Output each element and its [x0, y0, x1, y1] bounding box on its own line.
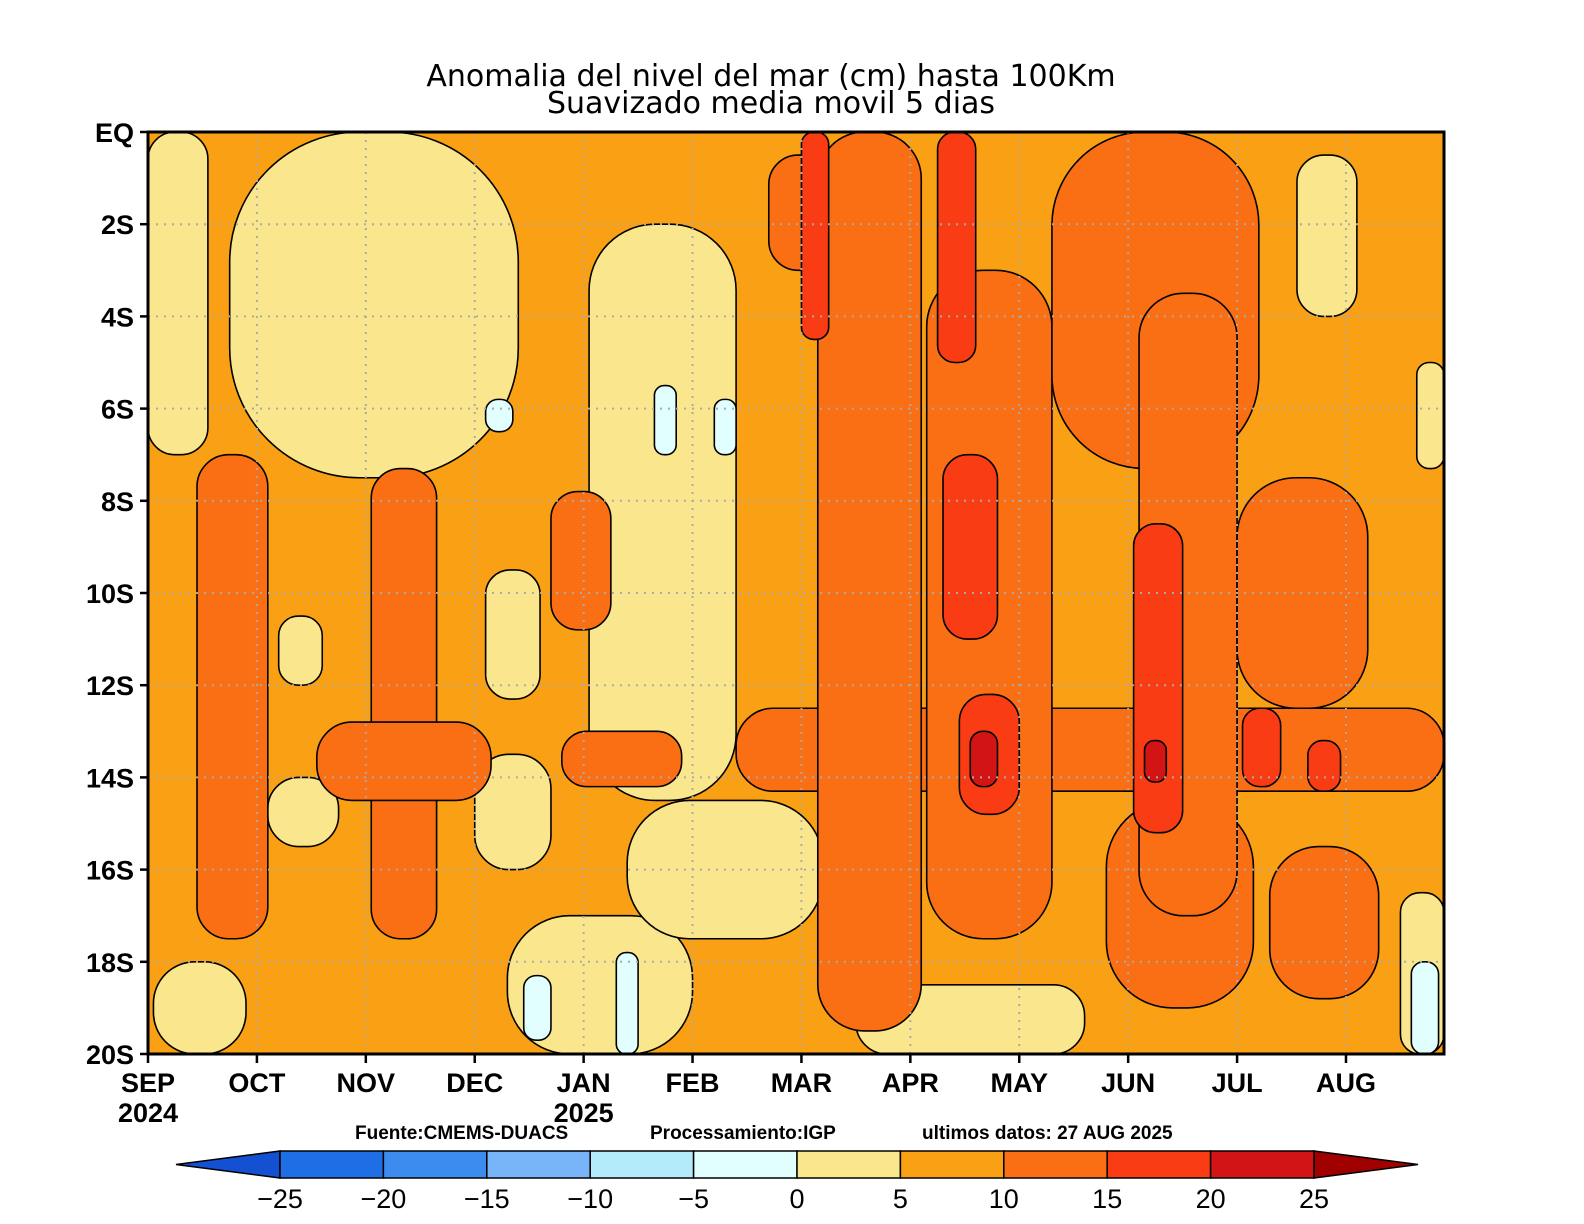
anomaly-region	[653, 384, 678, 456]
anomaly-region	[1307, 739, 1342, 793]
anomaly-region	[484, 398, 514, 433]
anomaly-region	[1415, 361, 1444, 470]
credit-source: Fuente:CMEMS-DUACS	[355, 1123, 568, 1144]
anomaly-region	[561, 730, 683, 788]
colorbar-label: −10	[567, 1184, 613, 1214]
anomaly-region	[228, 132, 520, 479]
x-tick-label: JUL	[1212, 1068, 1263, 1098]
y-tick-label: 4S	[101, 302, 134, 332]
anomaly-region	[816, 132, 923, 1032]
x-tick-label: AUG	[1316, 1068, 1376, 1098]
colorbar-under-arrow	[175, 1150, 281, 1179]
anomaly-region	[1296, 154, 1358, 318]
y-tick-label: 20S	[86, 1040, 134, 1070]
y-tick-label: 16S	[86, 856, 134, 886]
x-tick-label: OCT	[228, 1068, 286, 1098]
colorbar: −25 −20 −15 −10 −5 0 5 10 15 20 25	[175, 1150, 1419, 1214]
y-tick-label: 18S	[86, 948, 134, 978]
x-tick-label: MAR	[771, 1068, 833, 1098]
anomaly-region	[713, 398, 737, 456]
anomaly-region	[370, 467, 438, 940]
anomaly-region	[484, 569, 541, 700]
colorbar-segment	[382, 1150, 488, 1179]
x-tick-label: SEP	[121, 1068, 175, 1098]
y-tick-label: 2S	[101, 210, 134, 240]
plot-area	[146, 130, 1446, 1056]
colorbar-label: −5	[678, 1184, 709, 1214]
x-tick-label: JAN	[557, 1068, 611, 1098]
anomaly-region	[506, 914, 694, 1054]
colorbar-segment	[1003, 1150, 1108, 1179]
chart-subtitle: Suavizado media movil 5 dias	[547, 86, 995, 121]
anomaly-region	[473, 753, 552, 871]
colorbar-segment	[486, 1150, 591, 1179]
anomaly-region	[1268, 845, 1380, 1000]
anomaly-region	[550, 490, 612, 631]
anomaly-region	[969, 730, 999, 788]
x-tick-label: DEC	[446, 1068, 503, 1098]
x-year-label: 2025	[554, 1098, 614, 1128]
colorbar-label: 25	[1299, 1184, 1329, 1214]
colorbar-segment	[589, 1150, 695, 1179]
anomaly-region	[936, 132, 977, 364]
anomaly-region	[152, 961, 247, 1054]
credit-latest-data: ultimos datos: 27 AUG 2025	[922, 1123, 1173, 1144]
x-axis: SEP OCT NOV DEC JAN FEB MAR APR MAY JUN JUL AUG 2024…	[118, 1054, 1376, 1128]
colorbar-segment	[1106, 1150, 1212, 1179]
colorbar-over-arrow	[1313, 1150, 1419, 1179]
colorbar-segment	[899, 1150, 1005, 1179]
y-tick-label: 10S	[86, 579, 134, 609]
colorbar-segment	[796, 1150, 902, 1179]
y-axis: EQ 2S 4S 6S 8S 10S 12S 14S 16S 18S 20S	[86, 118, 148, 1070]
anomaly-region	[942, 453, 999, 640]
y-tick-label: 12S	[86, 671, 134, 701]
x-tick-label: APR	[882, 1068, 939, 1098]
colorbar-label: −15	[464, 1184, 510, 1214]
colorbar-label: 0	[789, 1184, 804, 1214]
anomaly-region	[1410, 961, 1440, 1054]
colorbar-label: 20	[1196, 1184, 1226, 1214]
y-tick-label: EQ	[95, 118, 134, 148]
colorbar-segment	[1209, 1150, 1315, 1179]
x-tick-label: NOV	[337, 1068, 396, 1098]
y-tick-label: 8S	[101, 487, 134, 517]
anomaly-region	[1241, 707, 1282, 788]
x-tick-label: MAY	[990, 1068, 1048, 1098]
colorbar-label: 15	[1092, 1184, 1122, 1214]
credit-processing: Processamiento:IGP	[650, 1123, 836, 1144]
colorbar-segment	[279, 1150, 385, 1179]
anomaly-region	[277, 615, 324, 686]
anomaly-region	[1132, 523, 1184, 834]
colorbar-label: −25	[257, 1184, 303, 1214]
y-tick-label: 6S	[101, 395, 134, 425]
anomaly-region	[316, 721, 492, 802]
anomaly-region	[522, 974, 552, 1041]
y-tick-label: 14S	[86, 763, 134, 793]
anomaly-region	[615, 951, 639, 1054]
x-year-label: 2024	[118, 1098, 178, 1128]
anomaly-region	[800, 132, 830, 341]
colorbar-label: 10	[989, 1184, 1019, 1214]
colorbar-label: 5	[893, 1184, 908, 1214]
colorbar-segment	[692, 1150, 798, 1179]
anomaly-region	[1143, 739, 1168, 783]
colorbar-label: −20	[360, 1184, 406, 1214]
x-tick-label: JUN	[1101, 1068, 1155, 1098]
x-tick-label: FEB	[666, 1068, 720, 1098]
anomaly-region	[196, 453, 269, 940]
anomaly-region	[148, 132, 209, 456]
chart-title: Anomalia del nivel del mar (cm) hasta 10…	[426, 59, 1115, 94]
anomaly-region	[588, 223, 737, 802]
